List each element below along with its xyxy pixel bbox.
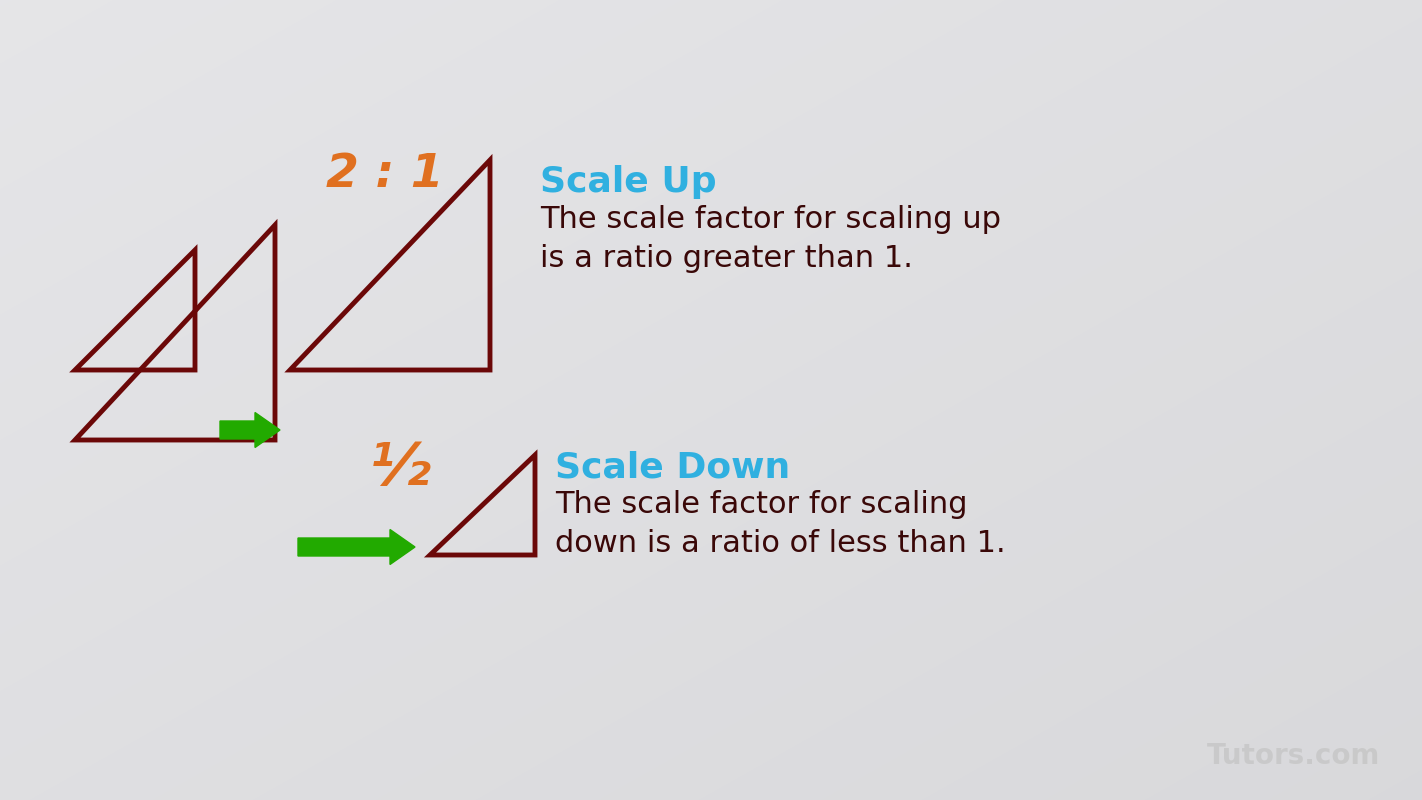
Text: The scale factor for scaling
down is a ratio of less than 1.: The scale factor for scaling down is a r… <box>555 490 1005 558</box>
FancyArrow shape <box>299 530 415 565</box>
Text: ½: ½ <box>370 440 431 497</box>
Text: Tutors.com: Tutors.com <box>1207 742 1379 770</box>
Text: Scale Down: Scale Down <box>555 450 791 484</box>
Text: Scale Up: Scale Up <box>540 165 717 199</box>
Text: 2 : 1: 2 : 1 <box>326 152 444 197</box>
Text: The scale factor for scaling up
is a ratio greater than 1.: The scale factor for scaling up is a rat… <box>540 205 1001 274</box>
FancyArrow shape <box>220 413 280 447</box>
